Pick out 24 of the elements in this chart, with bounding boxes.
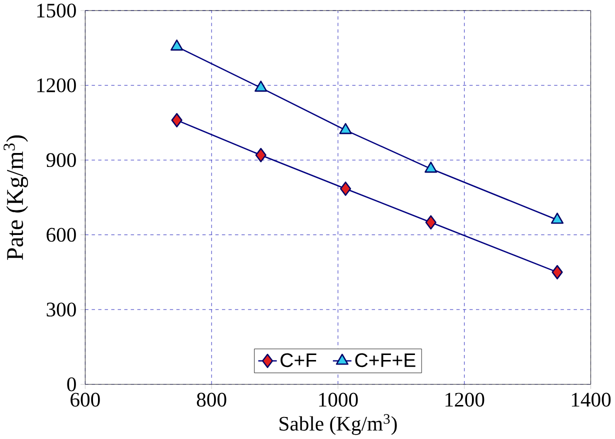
y-tick-label: 0 [67,378,76,392]
x-tick-label: 1000 [319,392,358,407]
point [255,148,266,162]
point [170,40,184,51]
y-tick-label: 1200 [37,78,76,92]
point [339,123,352,134]
x-tick-label: 800 [196,392,226,407]
x-tick-label: 600 [70,392,100,407]
point [171,113,182,128]
legend-label: C+F+E [355,353,416,368]
point [340,182,352,196]
point [552,265,563,280]
x-axis-title: Sable (Kg/m$^{3}$) [280,414,397,436]
point [424,162,438,173]
y-tick-label: 900 [46,153,76,168]
y-tick-label: 600 [46,228,76,242]
x-tick-label: 1200 [446,392,484,407]
y-tick-label: 1500 [37,4,76,18]
legend-label: C+F [280,353,316,368]
point [254,80,268,92]
y-tick-label: 300 [46,302,76,317]
y-axis-title: Pate (Kg/m$^{3}$) [4,136,28,260]
x-tick-label: 1400 [572,392,611,407]
point [425,215,436,230]
